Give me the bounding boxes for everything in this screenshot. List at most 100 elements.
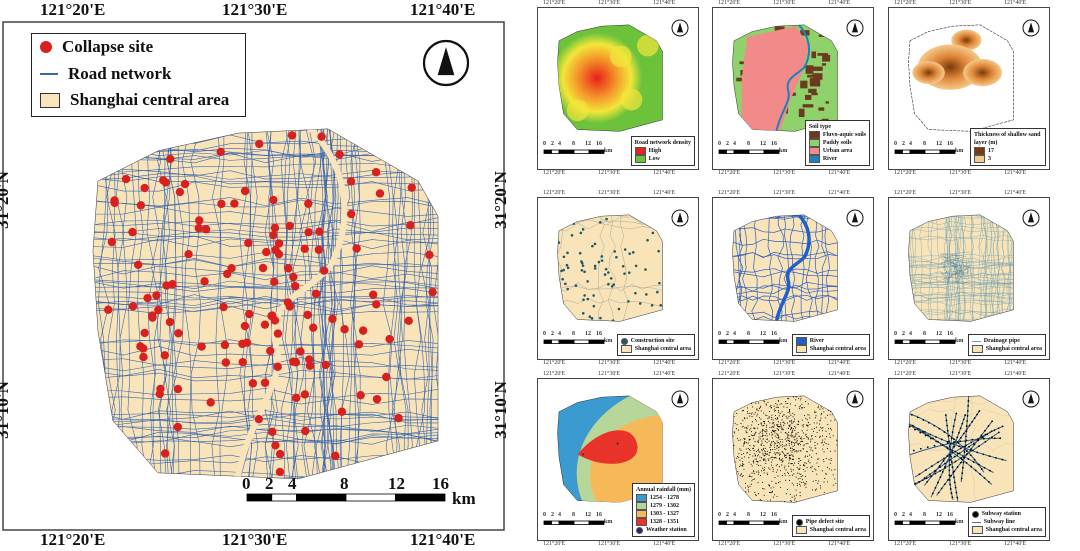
- subway-station: [953, 476, 955, 479]
- legend-label: Pipe defect site: [805, 519, 845, 525]
- pipe-defect-site: [773, 457, 775, 459]
- pipe-defect-site: [807, 403, 809, 405]
- pipe-defect-site: [749, 445, 751, 447]
- pipe-defect-site: [776, 440, 778, 442]
- subway-station: [918, 480, 921, 483]
- legend-label: 1279 - 1302: [649, 503, 679, 509]
- legend-swatch-icon: [795, 345, 807, 353]
- collapse-site: [180, 179, 190, 189]
- lon-label-top: 121°40'E: [1004, 190, 1027, 196]
- line-feature: [92, 425, 439, 434]
- pipe-defect-site: [769, 446, 771, 448]
- pipe-defect-site: [769, 499, 772, 501]
- collapse-site: [154, 305, 163, 315]
- subway-station: [970, 465, 972, 468]
- construction-site: [578, 251, 582, 255]
- collapse-site: [311, 289, 321, 298]
- pipe-defect-site: [823, 481, 825, 483]
- pipe-defect-site: [763, 458, 765, 460]
- pipe-defect-site: [758, 439, 760, 441]
- subway-station: [931, 465, 933, 467]
- pipe-defect-site: [742, 410, 745, 412]
- subway-station: [959, 436, 962, 439]
- subway-station: [959, 427, 962, 430]
- pipe-defect-site: [796, 437, 798, 439]
- pipe-defect-site: [782, 414, 784, 416]
- collapse-site: [268, 427, 277, 437]
- pipe-defect-site: [787, 488, 789, 491]
- pipe-defect-site: [766, 453, 768, 455]
- pipe-defect-site: [771, 406, 773, 409]
- lon-label-bottom: 121°20'E: [543, 360, 566, 366]
- subway-station: [983, 477, 986, 479]
- pipe-defect-site: [780, 486, 782, 489]
- panel-legend: Annual rainfall (mm) 1254 - 1278 1279 - 13…: [631, 483, 695, 537]
- scale-segment: [543, 520, 552, 525]
- pipe-defect-site: [792, 429, 794, 431]
- pipe-defect-site: [805, 417, 807, 419]
- pipe-defect-site: [817, 407, 819, 409]
- line-feature: [353, 128, 361, 479]
- pipe-defect-site: [764, 420, 766, 422]
- pipe-defect-site: [817, 458, 819, 460]
- line-feature: [92, 431, 439, 443]
- legend-item: Pipe defect site: [795, 518, 866, 526]
- lon-label-bottom: 121°30'E: [949, 541, 972, 547]
- pipe-defect-site: [776, 495, 778, 497]
- panel-map: [543, 19, 689, 154]
- pipe-defect-site: [782, 427, 784, 429]
- weather-station: [616, 442, 619, 445]
- panel-legend: Road network density High Low: [630, 136, 695, 166]
- pipe-defect-site: [784, 474, 786, 476]
- pipe-defect-site: [800, 441, 802, 443]
- pipe-defect-site: [781, 458, 784, 460]
- pipe-defect-site: [768, 416, 770, 418]
- pipe-defect-site: [749, 429, 751, 431]
- line-feature: [908, 214, 910, 322]
- pipe-defect-site: [760, 436, 762, 438]
- subway-station: [961, 422, 964, 425]
- subway-station: [948, 469, 951, 472]
- pipe-defect-site: [803, 406, 805, 408]
- line-feature: [983, 214, 988, 322]
- line-feature: [958, 214, 962, 322]
- legend-title: Annual rainfall (mm): [635, 487, 691, 493]
- pipe-defect-site: [790, 447, 792, 449]
- subway-station: [924, 469, 927, 471]
- subway-station: [997, 427, 1000, 430]
- pipe-defect-site: [806, 419, 808, 421]
- pipe-defect-site: [766, 433, 768, 435]
- pipe-defect-site: [788, 440, 790, 442]
- lon-label-bottom: 121°40'E: [1004, 170, 1027, 176]
- pipe-defect-site: [763, 494, 765, 496]
- subway-station: [976, 451, 979, 454]
- construction-site: [651, 231, 655, 235]
- pipe-defect-site: [830, 458, 832, 460]
- line-feature: [985, 214, 989, 322]
- line-feature: [908, 299, 1014, 304]
- pipe-defect-site: [782, 460, 784, 462]
- pipe-defect-site: [773, 486, 775, 488]
- subway-station: [961, 472, 964, 475]
- line-feature: [92, 168, 439, 180]
- pipe-defect-site: [810, 467, 812, 469]
- collapse-site: [269, 230, 278, 240]
- pipe-defect-site: [764, 430, 766, 432]
- pipe-defect-site: [807, 414, 809, 416]
- pipe-defect-site: [798, 408, 800, 410]
- pipe-defect-site: [763, 447, 765, 450]
- pipe-defect-site: [773, 422, 775, 424]
- lon-label-bottom: 121°40'E: [653, 541, 676, 547]
- pipe-defect-site: [812, 450, 814, 452]
- pipe-defect-site: [741, 410, 744, 412]
- line-feature: [127, 128, 138, 479]
- pipe-defect-site: [829, 462, 831, 464]
- line-feature: [173, 128, 184, 479]
- subway-station: [926, 480, 929, 483]
- pipe-defect-site: [821, 435, 824, 437]
- pipe-defect-site: [774, 446, 776, 448]
- pipe-defect-site: [795, 396, 797, 398]
- pipe-defect-site: [764, 435, 766, 437]
- pipe-defect-site: [789, 403, 791, 405]
- subway-station: [960, 457, 962, 459]
